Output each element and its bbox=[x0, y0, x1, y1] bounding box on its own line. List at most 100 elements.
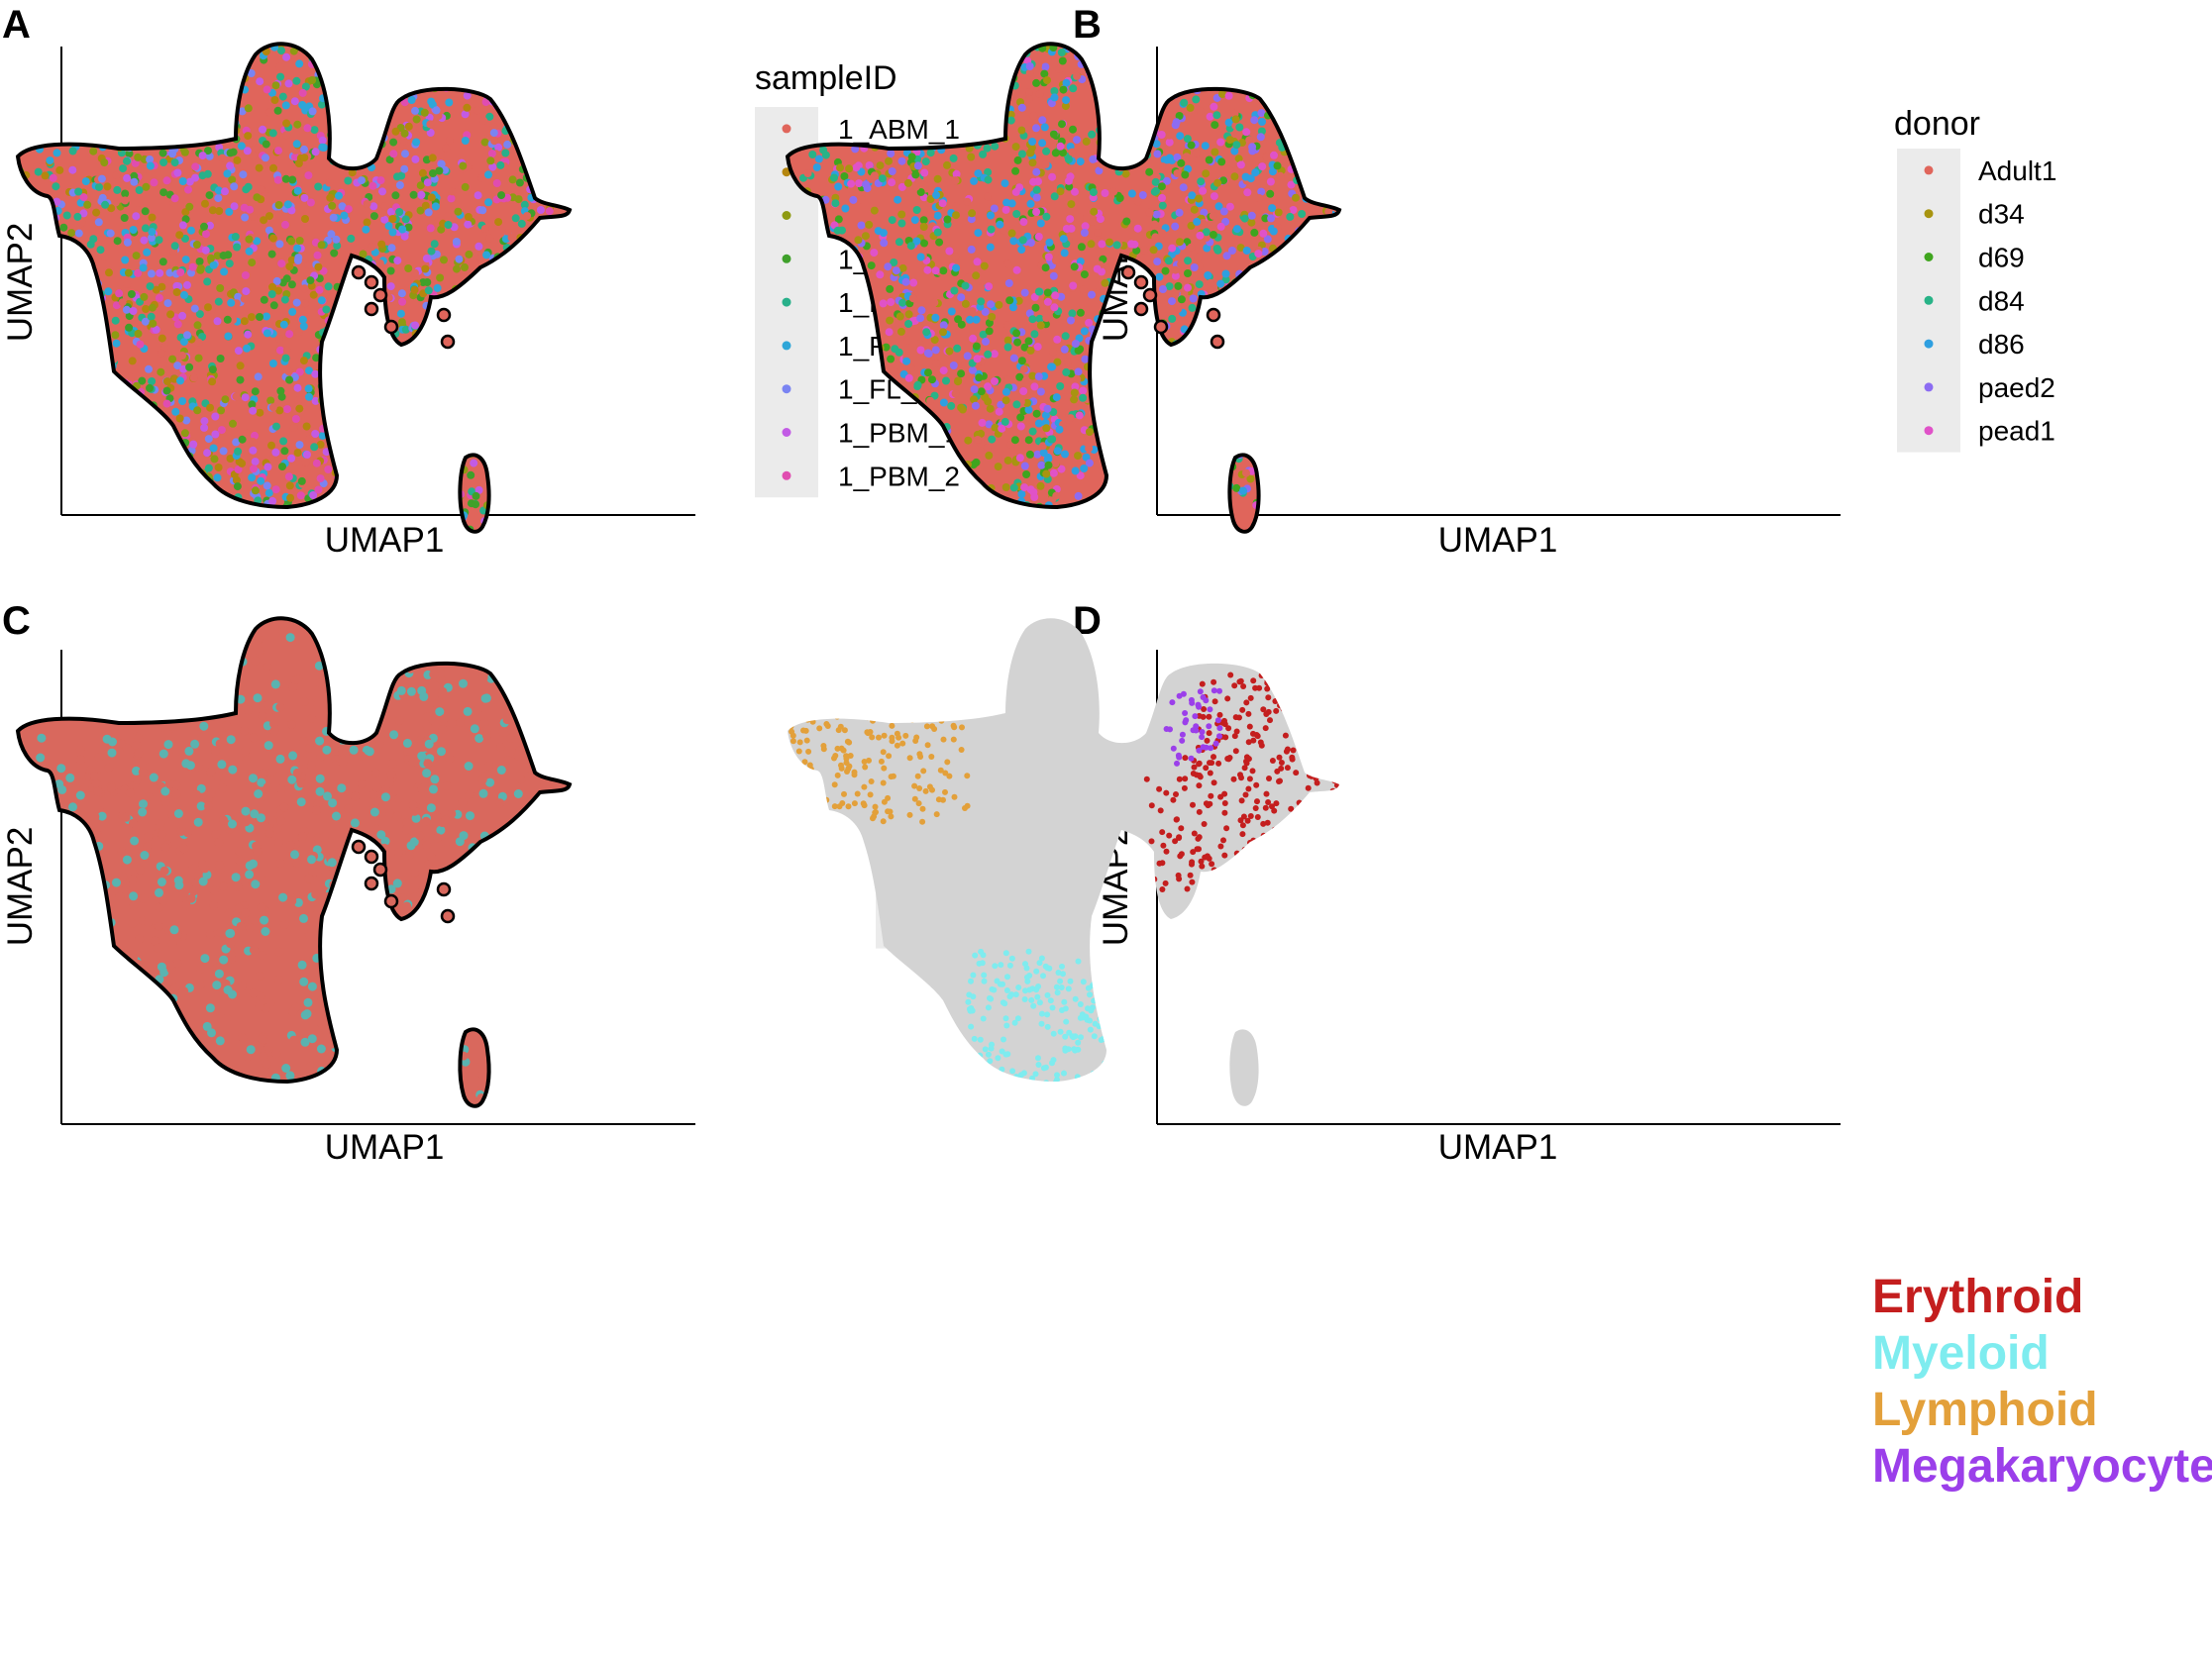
cell-point bbox=[1076, 308, 1085, 317]
cell-point bbox=[138, 456, 147, 465]
panel-letter: B bbox=[1073, 3, 1102, 47]
cell-point bbox=[1165, 154, 1174, 162]
cell-point bbox=[998, 72, 1006, 81]
cell-point bbox=[1064, 176, 1073, 185]
cell-point bbox=[291, 415, 300, 423]
cell-point bbox=[1162, 68, 1170, 77]
cell-point bbox=[185, 362, 194, 371]
cell-point bbox=[206, 520, 214, 529]
legend-label: 1_PBM_2 bbox=[838, 461, 960, 491]
cell-point bbox=[1233, 294, 1242, 303]
cell-point bbox=[218, 533, 226, 541]
cell-point bbox=[1256, 282, 1264, 291]
cell-point bbox=[459, 369, 468, 378]
cell-point bbox=[1305, 73, 1314, 82]
cell-point bbox=[1177, 259, 1186, 268]
cell-point bbox=[564, 360, 570, 368]
cell-point bbox=[497, 336, 506, 345]
cell-point bbox=[1215, 53, 1224, 62]
cell-point bbox=[1042, 212, 1051, 221]
cell-point bbox=[1324, 283, 1333, 292]
cell-point bbox=[439, 56, 448, 65]
cell-point bbox=[214, 36, 222, 44]
cell-point bbox=[551, 319, 560, 328]
cell-point bbox=[514, 530, 523, 532]
cell-point bbox=[178, 177, 187, 185]
cell-point bbox=[1032, 124, 1040, 133]
cell-point bbox=[325, 178, 334, 187]
cell-point bbox=[125, 465, 134, 473]
cell-point bbox=[203, 449, 212, 458]
cell-point bbox=[257, 476, 265, 485]
cell-point bbox=[232, 475, 241, 484]
cell-point bbox=[416, 206, 425, 215]
cell-point bbox=[292, 140, 301, 149]
cell-point bbox=[418, 377, 427, 385]
cell-point bbox=[120, 214, 129, 222]
cell-point bbox=[1068, 148, 1077, 156]
cell-point bbox=[1139, 246, 1148, 255]
cell-point bbox=[1319, 44, 1328, 48]
cell-point bbox=[1247, 275, 1256, 284]
cell-point bbox=[197, 124, 206, 133]
cell-point bbox=[1069, 125, 1077, 134]
cell-point bbox=[1317, 481, 1325, 490]
cell-point bbox=[335, 35, 343, 43]
cell-point bbox=[143, 248, 152, 257]
cell-point bbox=[1281, 414, 1289, 423]
cell-point bbox=[48, 479, 56, 488]
cell-point bbox=[317, 241, 326, 250]
cell-point bbox=[94, 359, 103, 367]
cell-point bbox=[123, 173, 132, 182]
cell-point bbox=[1175, 216, 1184, 225]
cell-point bbox=[861, 517, 870, 526]
cell-point bbox=[418, 338, 427, 347]
cell-point bbox=[1281, 361, 1290, 369]
cell-point bbox=[148, 213, 157, 222]
cell-point bbox=[67, 244, 76, 253]
cell-point bbox=[525, 509, 533, 518]
cell-point bbox=[113, 446, 122, 455]
cell-point bbox=[887, 150, 895, 157]
cell-point bbox=[316, 440, 325, 449]
cell-point bbox=[189, 440, 198, 449]
legend-item: 1_PBM_2 bbox=[782, 461, 960, 491]
cell-point bbox=[218, 154, 227, 162]
cell-point bbox=[421, 44, 429, 52]
cell-point bbox=[951, 67, 960, 76]
cell-point bbox=[139, 84, 147, 92]
cell-point bbox=[1329, 492, 1337, 500]
cell-point bbox=[1230, 172, 1239, 181]
cell-point bbox=[549, 482, 558, 491]
cell-point bbox=[281, 174, 290, 183]
cell-point bbox=[281, 101, 290, 110]
cell-point bbox=[1267, 71, 1276, 80]
cell-point bbox=[1005, 296, 1014, 305]
cell-point bbox=[132, 503, 141, 512]
cell-point bbox=[279, 320, 288, 329]
cell-point bbox=[568, 367, 570, 376]
cell-point bbox=[52, 505, 60, 514]
cell-point bbox=[1021, 376, 1030, 385]
cell-point bbox=[507, 234, 516, 242]
cell-point bbox=[1136, 427, 1145, 436]
cell-point bbox=[461, 78, 470, 87]
cell-point bbox=[28, 64, 37, 73]
cell-point bbox=[98, 341, 107, 350]
cell-point bbox=[1185, 362, 1194, 370]
cell-point bbox=[358, 503, 367, 512]
cell-point bbox=[528, 377, 537, 386]
cell-point bbox=[464, 64, 473, 73]
cell-point bbox=[1245, 136, 1254, 145]
cell-point bbox=[21, 160, 30, 169]
cell-point bbox=[1175, 491, 1184, 500]
cell-point bbox=[344, 62, 353, 71]
cell-point bbox=[1210, 192, 1218, 201]
cell-point bbox=[1066, 215, 1075, 224]
cell-point bbox=[931, 313, 940, 322]
cell-point bbox=[204, 147, 212, 155]
cell-point bbox=[221, 395, 230, 404]
cell-point bbox=[489, 123, 498, 132]
cell-point bbox=[274, 147, 282, 155]
cell-point bbox=[1101, 278, 1109, 287]
